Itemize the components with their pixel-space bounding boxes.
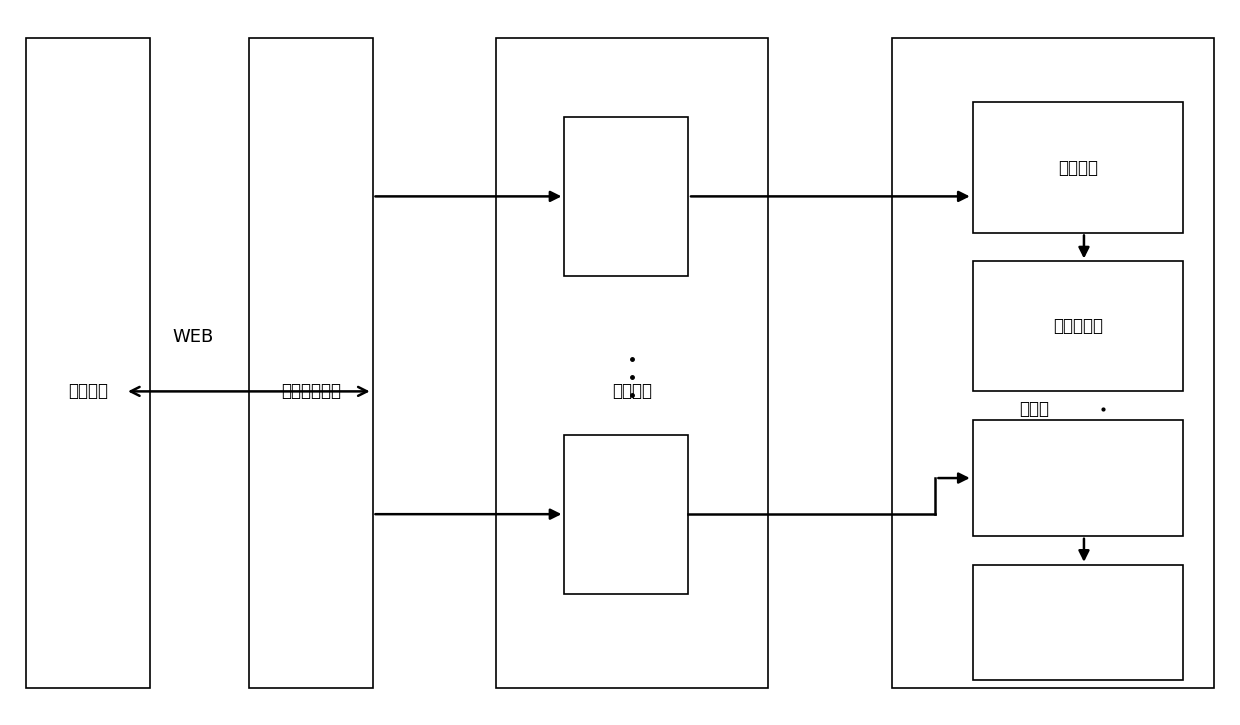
Text: 通讯设备: 通讯设备 [613, 382, 652, 400]
Text: 控制单元: 控制单元 [1058, 159, 1097, 176]
Bar [972, 262, 1183, 392]
Text: WEB: WEB [172, 328, 213, 347]
Text: 用户终端: 用户终端 [68, 382, 108, 400]
Bar [26, 38, 150, 687]
Bar [564, 435, 688, 594]
Bar [972, 565, 1183, 680]
Bar [893, 38, 1214, 687]
Bar [249, 38, 372, 687]
Text: 光缆路由器: 光缆路由器 [1053, 318, 1102, 336]
Bar [496, 38, 769, 687]
Bar [564, 117, 688, 276]
Text: 监测站: 监测站 [1019, 400, 1049, 418]
Bar [972, 102, 1183, 233]
Text: 中央控制单元: 中央控制单元 [280, 382, 341, 400]
Bar [972, 420, 1183, 536]
